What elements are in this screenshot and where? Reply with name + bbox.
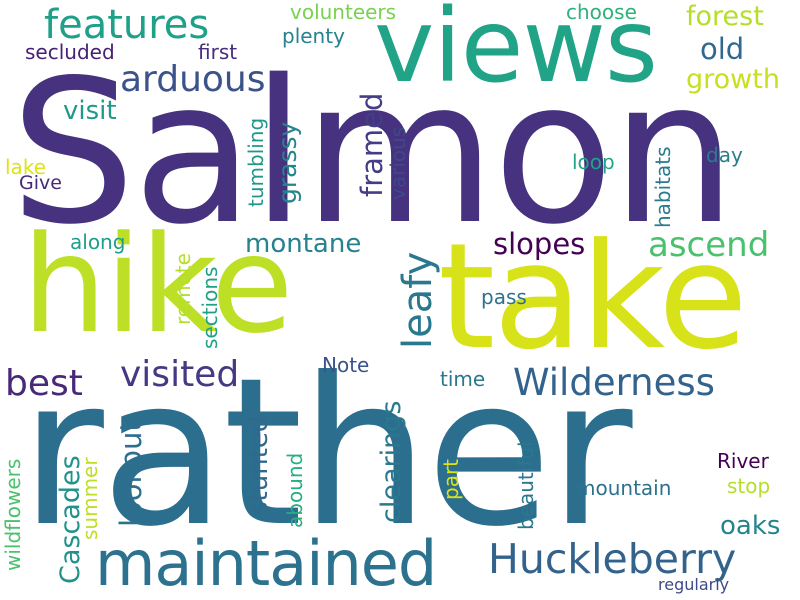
word-framed: framed — [355, 92, 389, 197]
word-hike: hike — [22, 207, 293, 363]
word-volunteers: volunteers — [290, 0, 397, 24]
word-forest: forest — [686, 1, 764, 32]
word-rather: rather — [20, 335, 633, 572]
word-note: Note — [322, 353, 370, 377]
word-time: time — [440, 367, 486, 391]
word-wildflowers: wildflowers — [1, 458, 25, 571]
word-summer: summer — [78, 457, 102, 540]
word-arduous: arduous — [120, 59, 266, 100]
word-pass: pass — [481, 285, 527, 309]
word-growth: growth — [686, 64, 780, 95]
word-stop: stop — [727, 474, 771, 498]
word-along: along — [70, 230, 126, 254]
word-loop: loop — [572, 150, 615, 174]
word-montane: montane — [245, 229, 362, 259]
word-huckleberry: Huckleberry — [488, 535, 737, 583]
word-ascend: ascend — [648, 225, 770, 265]
word-slopes: slopes — [493, 227, 586, 261]
word-grassy: grassy — [273, 121, 302, 204]
word-day: day — [706, 143, 743, 167]
word-part: part — [439, 458, 463, 500]
word-features: features — [44, 2, 210, 48]
word-old: old — [700, 32, 745, 66]
word-visited: visited — [120, 354, 240, 395]
word-leafy: leafy — [395, 251, 441, 349]
word-sections: sections — [198, 266, 222, 349]
word-wilderness: Wilderness — [513, 361, 715, 404]
word-choose: choose — [566, 0, 637, 24]
word-views: views — [374, 0, 658, 106]
word-stunted: stunted — [244, 415, 274, 515]
word-mountain: mountain — [576, 476, 672, 500]
word-oaks: oaks — [720, 511, 781, 541]
word-beautiful: beautiful — [514, 441, 538, 530]
word-secluded: secluded — [25, 40, 115, 64]
word-habitats: habitats — [651, 146, 675, 228]
word-best: best — [5, 363, 83, 404]
word-lake: lake — [5, 155, 46, 179]
word-give: Give — [19, 172, 62, 194]
word-lookout: lookout — [114, 420, 148, 527]
word-river: River — [717, 449, 769, 473]
word-tumbling: tumbling — [244, 117, 268, 207]
word-abound: abound — [283, 452, 307, 528]
word-maintained: maintained — [95, 527, 437, 600]
word-first: first — [198, 40, 238, 64]
word-plenty: plenty — [282, 24, 345, 48]
word-remote: remote — [171, 253, 195, 325]
word-regularly: regularly — [658, 575, 730, 594]
word-various: various — [386, 126, 410, 200]
word-clearings: clearings — [376, 400, 407, 523]
word-take: take — [438, 212, 748, 382]
word-salmon: Salmon — [10, 37, 737, 268]
word-visit: visit — [63, 96, 117, 126]
